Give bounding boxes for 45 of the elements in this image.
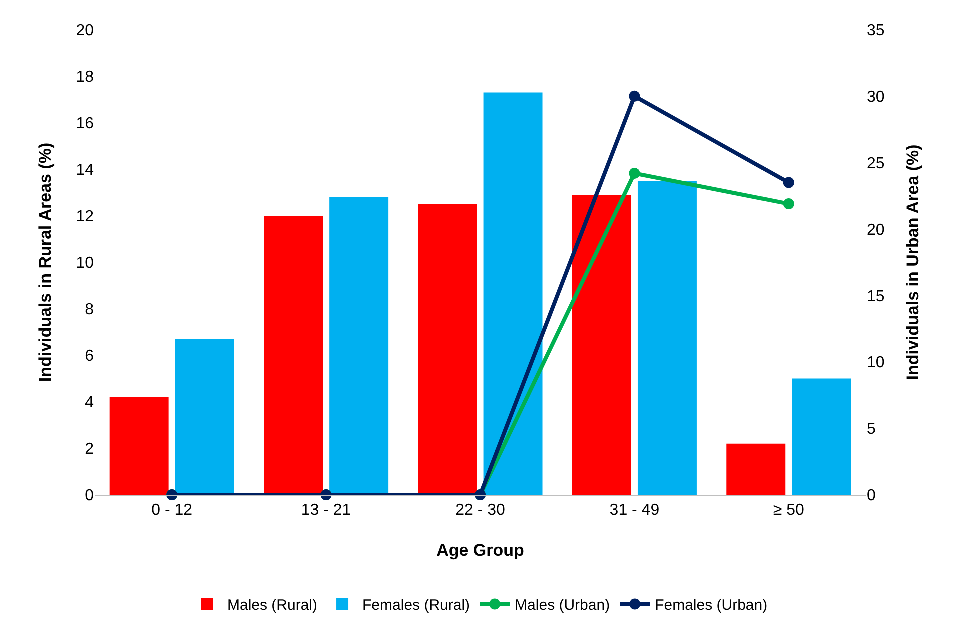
y2-tick-label: 15 <box>867 288 885 306</box>
x-tick-label: ≥ 50 <box>773 502 805 520</box>
bar <box>572 195 632 495</box>
point <box>783 198 794 210</box>
y-tick-label: 6 <box>85 348 94 366</box>
y-tick-label: 14 <box>76 162 94 180</box>
y2-axis-title: Individuals in Urban Area (%) <box>904 144 922 380</box>
bar <box>175 339 234 495</box>
y2-tick-label: 5 <box>867 421 876 438</box>
point <box>629 168 640 179</box>
bar <box>264 216 324 495</box>
x-tick-label: 22 - 30 <box>456 502 506 520</box>
y2-tick-label: 35 <box>867 22 885 40</box>
point <box>629 90 640 102</box>
y-tick-label: 20 <box>76 22 94 40</box>
legend-label: Males (Urban) <box>515 597 610 614</box>
bar <box>484 92 543 495</box>
y2-tick-label: 30 <box>867 89 885 106</box>
y-tick-label: 16 <box>76 116 94 133</box>
y-tick-label: 10 <box>76 255 94 272</box>
y2-tick-label: 0 <box>867 488 876 505</box>
y-tick-label: 0 <box>85 488 94 505</box>
bar <box>418 204 478 495</box>
y-axis-title: Individuals in Rural Areas (%) <box>36 142 55 382</box>
y2-tick-label: 20 <box>867 222 885 239</box>
legend-label: Females (Urban) <box>655 597 768 614</box>
bar <box>638 181 697 495</box>
x-tick-label: 13 - 21 <box>301 502 352 520</box>
y-tick-label: 2 <box>85 441 94 458</box>
legend-label: Males (Rural) <box>228 597 318 614</box>
bar <box>110 397 169 495</box>
y-tick-label: 4 <box>85 394 94 412</box>
legend-label: Females (Rural) <box>362 597 470 614</box>
y-tick-label: 18 <box>76 69 94 86</box>
x-axis-title: Age Group <box>436 541 524 560</box>
point <box>783 177 794 188</box>
y2-tick-label: 10 <box>867 354 885 372</box>
bar <box>330 197 389 495</box>
x-tick-label: 31 - 49 <box>610 502 660 520</box>
y-tick-label: 12 <box>76 208 94 226</box>
bar <box>792 378 852 495</box>
x-tick-label: 0 - 12 <box>152 502 193 520</box>
bar <box>726 444 786 495</box>
y2-tick-label: 25 <box>867 155 885 172</box>
y-tick-label: 8 <box>85 302 94 319</box>
